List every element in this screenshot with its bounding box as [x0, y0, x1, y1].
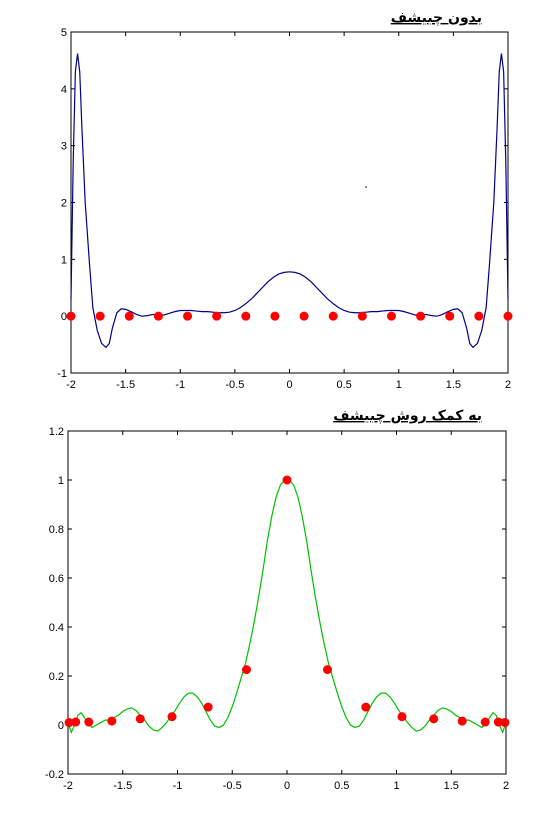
data-point — [84, 717, 94, 727]
y-tick-label: -1 — [57, 368, 67, 380]
chart-title: بدون چبیشف — [391, 10, 482, 26]
x-tick-label: 1.5 — [446, 379, 461, 391]
y-tick-label: 4 — [61, 84, 67, 96]
y-tick-label: 5 — [61, 27, 67, 39]
stray-dot — [365, 186, 367, 188]
data-point — [323, 665, 333, 675]
x-tick-label: -0.5 — [223, 780, 242, 792]
data-point — [270, 311, 280, 321]
x-tick-label: 0 — [286, 379, 292, 391]
y-tick-label: 0.2 — [49, 671, 64, 683]
x-tick-label: 1 — [393, 780, 399, 792]
y-tick-label: 1 — [61, 254, 67, 266]
data-point — [416, 311, 426, 321]
x-tick-label: 2 — [505, 379, 511, 391]
x-tick-label: -2 — [66, 379, 76, 391]
data-point — [357, 311, 367, 321]
data-point — [299, 311, 309, 321]
data-point — [153, 311, 163, 321]
y-tick-label: 0.8 — [49, 524, 64, 536]
data-point — [212, 311, 222, 321]
x-tick-label: -1 — [173, 780, 183, 792]
x-tick-label: -1.5 — [113, 780, 132, 792]
data-point — [167, 712, 177, 722]
data-point — [71, 717, 81, 727]
data-point — [503, 311, 513, 321]
y-tick-label: 0.6 — [49, 573, 64, 585]
chart-title: به کمک روش چبیشف — [333, 408, 482, 424]
y-tick-label: 0 — [61, 311, 67, 323]
x-tick-label: 1.5 — [444, 780, 459, 792]
y-tick-label: 2 — [61, 198, 67, 210]
x-tick-label: 2 — [503, 780, 509, 792]
y-tick-label: 3 — [61, 141, 67, 153]
interpolation-curve — [70, 53, 509, 349]
data-point — [361, 702, 371, 712]
interpolation-curve — [67, 479, 507, 734]
data-point — [397, 712, 407, 722]
x-tick-label: -1.5 — [116, 379, 135, 391]
data-point — [183, 311, 193, 321]
data-point — [107, 716, 117, 726]
sample-points — [64, 475, 510, 728]
data-point — [429, 714, 439, 724]
data-point — [282, 475, 292, 485]
sample-points — [66, 311, 513, 321]
data-point — [445, 311, 455, 321]
x-tick-label: 1 — [396, 379, 402, 391]
data-point — [500, 718, 510, 728]
x-tick-label: 0.5 — [334, 780, 349, 792]
axes: -2 -1.5 -1 -0.5 0 0.5 1 1.5 2 -0.2 0 0.2 0.4 0.6 0.8 1 1… — [45, 426, 509, 792]
data-point — [493, 717, 503, 727]
chart-bottom: به کمک روش چبیشف -2 -1.5 -1 -0.5 0 0.5 1 1.5 2 -0… — [45, 408, 510, 792]
data-point — [328, 311, 338, 321]
axes: -2 -1.5 -1 -0.5 0 0.5 1 1.5 2 -1 0 1 2 3 4 5 — [57, 27, 511, 391]
data-point — [480, 717, 490, 727]
x-tick-label: 0 — [284, 780, 290, 792]
y-tick-label: 1.2 — [49, 426, 64, 438]
y-tick-label: 0 — [58, 720, 64, 732]
data-point — [474, 311, 484, 321]
data-point — [95, 311, 105, 321]
plot-frame — [70, 31, 509, 374]
x-tick-label: -0.5 — [225, 379, 244, 391]
data-point — [66, 311, 76, 321]
x-tick-label: -1 — [175, 379, 185, 391]
y-tick-label: 0.4 — [49, 622, 64, 634]
data-point — [457, 716, 467, 726]
data-point — [386, 311, 396, 321]
data-point — [203, 702, 213, 712]
data-point — [124, 311, 134, 321]
y-tick-label: -0.2 — [45, 769, 64, 781]
data-point — [64, 718, 74, 728]
data-point — [135, 714, 145, 724]
data-point — [241, 665, 251, 675]
data-point — [241, 311, 251, 321]
y-tick-label: 1 — [58, 475, 64, 487]
x-tick-label: 0.5 — [336, 379, 351, 391]
chart-top: بدون چبیشف -2 -1.5 -1 -0.5 0 0.5 1 1.5 2 -1 0 1 2 3 4 5 — [57, 10, 513, 391]
x-tick-label: -2 — [63, 780, 73, 792]
